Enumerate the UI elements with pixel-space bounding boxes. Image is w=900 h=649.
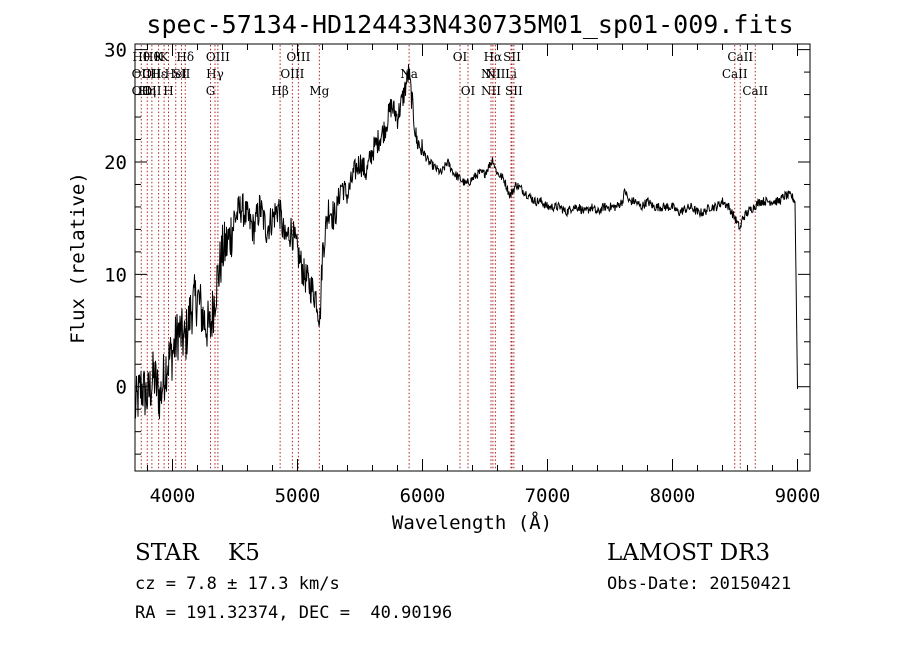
line-label-27-0: CaII: [742, 84, 768, 98]
line-label-3-1: K: [154, 50, 164, 64]
line-label-13-0: OIII: [280, 67, 304, 81]
line-label-17-0: OI: [453, 50, 468, 64]
x-tick-label-3: 7000: [525, 485, 571, 507]
line-label-11-0: OIII: [206, 50, 230, 64]
redshift-cz: cz = 7.8 ± 17.3 km/s: [135, 574, 340, 594]
y-axis-label: Flux (relative): [67, 172, 89, 344]
line-label-2-1: OII: [142, 67, 162, 81]
sky-coordinates: RA = 191.32374, DEC = 40.90196: [135, 603, 453, 623]
line-label-8-0: Hδ: [176, 50, 194, 64]
line-label-23-0: SII: [503, 50, 521, 64]
line-label-14-0: OIII: [286, 50, 310, 64]
line-label-20-0: Hα: [484, 50, 503, 64]
line-label-7-0: SII: [173, 67, 191, 81]
line-label-2-0: Hθ: [143, 50, 161, 64]
line-label-25-0: CaII: [722, 67, 748, 81]
line-label-12-0: Hβ: [271, 84, 288, 98]
spectral-line-markers: [140, 45, 756, 470]
spectral-line-labels: HθOIIOIIHηHθOIIOIIHεKKHHeISIIHδGHγOIIIHβ…: [132, 50, 769, 98]
x-axis-label: Wavelength (Å): [392, 511, 552, 534]
x-axis-ticks: 4000 5000 6000 7000 8000 9000: [147, 44, 821, 507]
x-tick-label-5: 9000: [775, 485, 821, 507]
y-tick-label-1: 10: [104, 264, 127, 286]
line-label-6-0: HeI: [165, 67, 188, 81]
line-label-24-0: SII: [505, 84, 523, 98]
line-label-19-0: NII: [481, 67, 501, 81]
x-tick-label-4: 8000: [650, 485, 696, 507]
y-tick-label-3: 30: [104, 40, 127, 62]
line-label-0-0: Hθ: [132, 50, 150, 64]
line-label-3-0: Hε: [150, 67, 167, 81]
line-label-18-0: OI: [461, 84, 476, 98]
object-classification: STAR K5: [135, 540, 260, 566]
line-label-21-0: NII: [485, 67, 505, 81]
line-label-9-0: G: [206, 84, 216, 98]
line-label-15-0: Mg: [309, 84, 329, 98]
survey-name: LAMOST DR3: [607, 540, 771, 566]
line-label-5-0: H: [163, 84, 173, 98]
y-tick-label-0: 0: [116, 377, 127, 399]
line-label-26-0: CaII: [727, 50, 753, 64]
y-axis-ticks: 0 10 20 30: [104, 40, 810, 455]
line-label-0-1: OII: [132, 67, 152, 81]
line-label-4-0: K: [160, 50, 170, 64]
x-tick-label-0: 4000: [150, 485, 196, 507]
chart-title: spec-57134-HD124433N430735M01_sp01-009.f…: [146, 10, 793, 39]
line-label-1-0: Hη: [138, 84, 156, 98]
line-label-2-2: OII: [142, 84, 162, 98]
line-label-19-1: NII: [481, 84, 501, 98]
observation-date: Obs-Date: 20150421: [607, 574, 792, 594]
line-label-10-0: Hγ: [206, 67, 224, 81]
plot-frame: [134, 43, 811, 472]
spectrum-series-line: [134, 64, 798, 420]
y-tick-label-2: 20: [104, 152, 127, 174]
x-tick-label-1: 5000: [275, 485, 321, 507]
x-tick-label-2: 6000: [400, 485, 446, 507]
line-label-22-0: Li: [505, 67, 517, 81]
